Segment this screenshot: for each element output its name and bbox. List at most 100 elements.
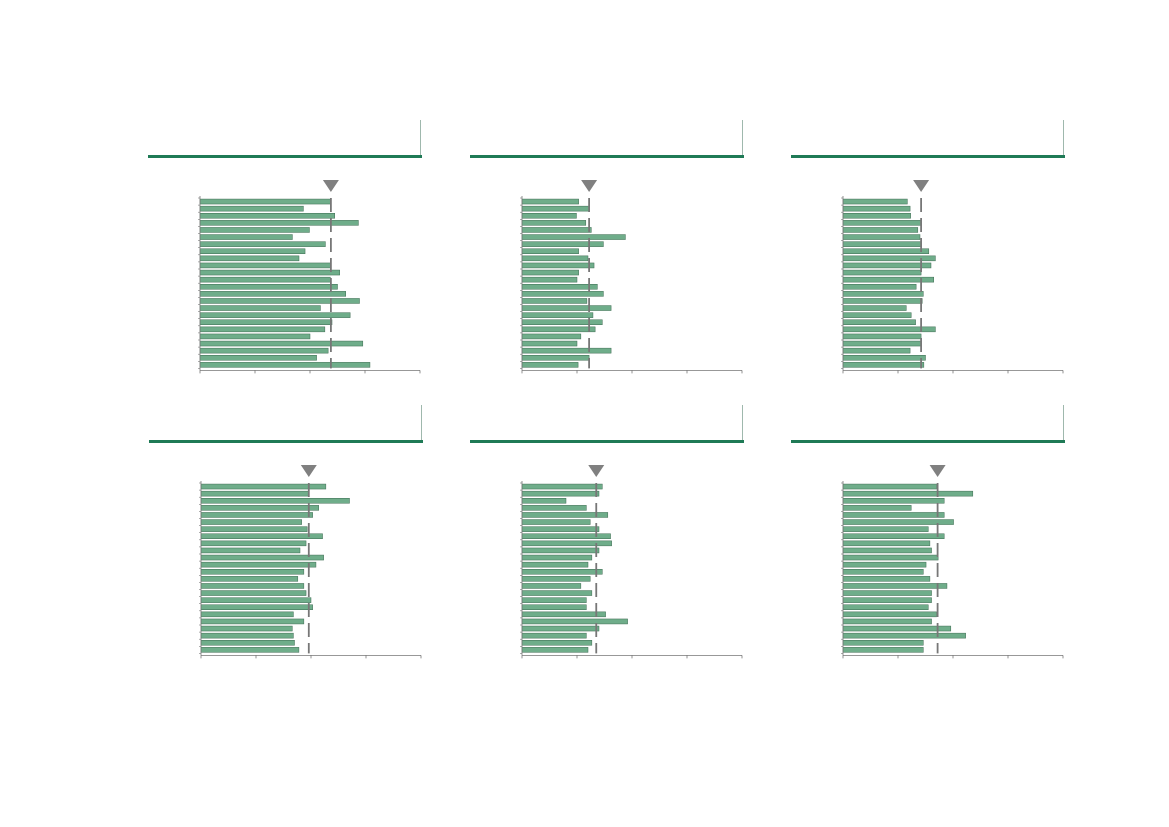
bar [200,590,307,596]
header-rule [470,440,744,443]
bar [199,340,364,347]
bar [199,227,310,233]
bar [521,326,596,333]
bar-chart-5 [520,465,743,659]
bar [521,533,611,539]
reference-marker [581,180,598,192]
bar [842,355,926,361]
chart-panel-4 [149,405,425,665]
header-rule [791,440,1065,443]
bar [200,526,308,532]
bar [521,611,606,618]
bar [199,234,293,240]
bar [521,498,567,504]
bar [200,569,305,575]
bar [521,526,600,532]
bar [521,554,593,561]
bar [199,312,351,318]
bar [842,512,945,518]
bar [521,519,591,525]
header-divider [742,120,743,156]
bar [842,569,924,575]
bar [200,597,312,603]
bar [199,276,331,283]
bar [200,554,324,561]
bar [842,269,922,276]
bar [842,312,912,318]
chart-panel-5 [470,405,746,665]
bar [842,362,925,368]
bar [521,198,579,205]
bar [842,241,922,247]
bar [842,205,911,212]
bar [521,569,603,575]
bar [842,561,927,568]
bar [842,284,917,290]
header-rule [791,155,1065,158]
bar [521,483,603,490]
bar [521,312,594,318]
bar [521,262,595,269]
bar [521,632,587,639]
bar [842,604,929,610]
header-divider [1063,405,1064,441]
bar-chart-3 [841,180,1064,374]
bar [521,205,590,212]
bar [199,241,326,247]
bar [842,248,930,254]
bar [521,597,587,603]
bar [199,205,304,212]
bar [199,291,346,297]
bar [199,255,300,262]
bar [521,284,598,290]
bar-chart-6 [841,465,1064,659]
bar [521,618,628,625]
header-rule [149,440,423,443]
bar [842,640,924,646]
header-rule [470,155,744,158]
bar [842,262,932,269]
bar [842,547,932,554]
bar [199,220,359,226]
bar [521,227,592,233]
bar [200,583,305,589]
bar [200,611,294,618]
reference-marker [913,180,930,192]
bar [842,498,945,504]
reference-marker [300,465,317,477]
bar [842,234,921,240]
header-divider [421,405,422,441]
bar [521,561,589,568]
bar [200,519,302,525]
bar [842,213,911,219]
bar [200,561,317,568]
bar [842,505,912,511]
bar [842,632,966,639]
header-rule [148,155,422,158]
bar [521,540,612,547]
reference-marker [588,465,605,477]
bar [521,576,591,582]
bar [842,347,911,354]
bar [200,576,299,582]
chart-panel-3 [791,120,1067,380]
bar [521,291,604,297]
bar [842,220,922,226]
bar [199,326,326,333]
bar [200,640,295,646]
bar [842,291,924,297]
bar [521,362,579,368]
bar [521,604,587,610]
bar [199,269,340,276]
header-divider [420,120,421,156]
bar [199,362,371,368]
bar [842,625,952,632]
bar [842,540,931,547]
bar [200,618,305,625]
bar [521,269,579,276]
bar [842,305,907,311]
bar [200,540,307,547]
header-divider [742,405,743,441]
bar [842,333,922,340]
